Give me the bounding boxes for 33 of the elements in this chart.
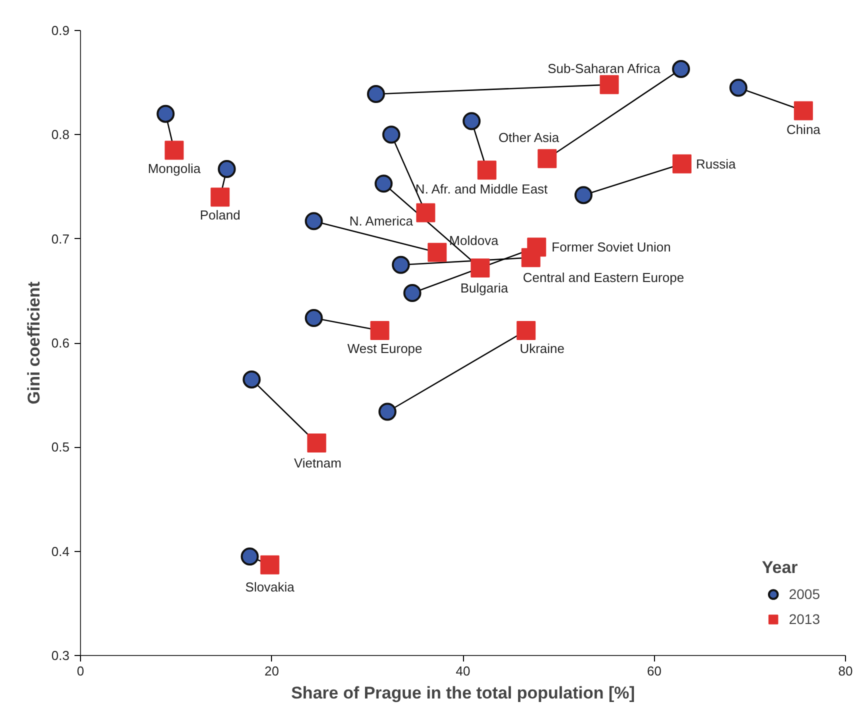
y-tick-label: 0.6 bbox=[51, 336, 70, 350]
y-tick-label: 0.5 bbox=[51, 440, 70, 455]
legend-label: 2013 bbox=[788, 611, 820, 627]
x-tick-label: 20 bbox=[264, 664, 279, 678]
annotation: N. Afr. and Middle East bbox=[415, 182, 548, 197]
x-tick-label: 0 bbox=[76, 664, 84, 678]
annotation: Slovakia bbox=[245, 579, 296, 594]
annotation: China bbox=[786, 122, 822, 138]
annotation: Ukraine bbox=[520, 341, 565, 356]
x-tick-label: 80 bbox=[838, 664, 853, 678]
annotation: Poland bbox=[200, 208, 240, 223]
annotation: Former Soviet Union bbox=[552, 240, 671, 255]
y-tick-label: 0.9 bbox=[51, 23, 70, 38]
annotation: N. America bbox=[349, 213, 414, 228]
annotation: Russia bbox=[696, 156, 736, 172]
legend-title: Year bbox=[762, 558, 799, 578]
annotation: Bulgaria bbox=[460, 280, 509, 296]
x-axis-title: Share of Prague in the total population [%] bbox=[291, 684, 635, 702]
x-tick-label: 40 bbox=[456, 664, 470, 678]
annotation: Vietnam bbox=[294, 456, 342, 470]
annotation: Moldova bbox=[449, 232, 500, 248]
annotation: Central and Eastern Europe bbox=[522, 270, 684, 286]
y-axis-title: Gini coefficient bbox=[24, 281, 44, 404]
annotation: West Europe bbox=[347, 341, 422, 356]
y-tick-label: 0.3 bbox=[51, 648, 70, 663]
annotation: Other Asia bbox=[498, 130, 560, 146]
annotation: Mongolia bbox=[148, 160, 202, 176]
y-tick-label: 0.4 bbox=[51, 544, 70, 559]
legend-label: 2005 bbox=[788, 586, 820, 602]
y-tick-label: 0.8 bbox=[51, 127, 70, 142]
x-tick-label: 60 bbox=[647, 664, 662, 678]
annotation: Sub-Saharan Africa bbox=[548, 61, 662, 76]
y-tick-label: 0.7 bbox=[51, 231, 70, 246]
